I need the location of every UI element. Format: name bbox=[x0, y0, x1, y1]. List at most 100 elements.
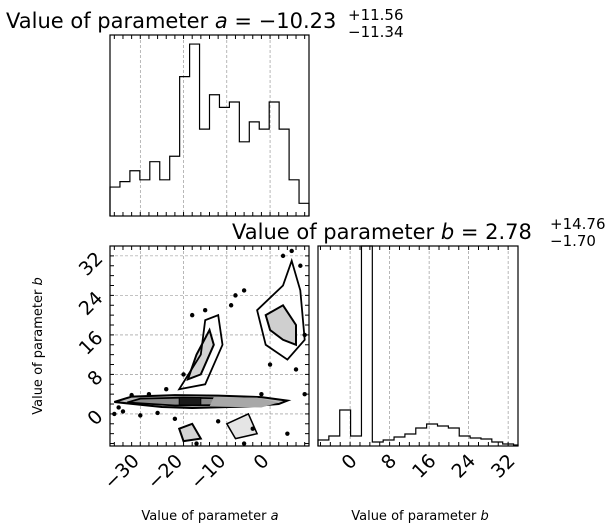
hist-b bbox=[317, 245, 519, 446]
y-tick-label-b-0: 0 bbox=[83, 406, 107, 430]
sample-point-6 bbox=[164, 387, 169, 392]
hist-b-bin-9 bbox=[416, 428, 427, 446]
contour-upper-right bbox=[264, 303, 297, 347]
x-tick-label-b-1: 8 bbox=[377, 450, 401, 474]
x-tick-label-a-0: −30 bbox=[100, 450, 144, 494]
sample-point-1 bbox=[120, 409, 126, 414]
hist-a bbox=[109, 43, 310, 216]
hist-a-bin-1 bbox=[120, 182, 130, 216]
sample-point-24 bbox=[302, 391, 307, 397]
hist-b-bin-4 bbox=[361, 246, 372, 446]
title-b-eq: = 2.78 bbox=[454, 220, 532, 244]
sample-point-3 bbox=[155, 410, 160, 416]
hist-a-bin-8 bbox=[190, 44, 200, 216]
sample-point-4 bbox=[172, 416, 178, 422]
y-axis-label-b: Value of parameter b bbox=[31, 277, 46, 415]
hist-a-bin-4 bbox=[150, 162, 160, 216]
title-b-sup: +14.76 bbox=[550, 215, 606, 233]
sample-point-19 bbox=[259, 391, 264, 397]
sample-point-12 bbox=[241, 288, 247, 293]
contour-band-shade-right bbox=[209, 397, 279, 408]
y-tick-label-b-3: 24 bbox=[75, 287, 108, 320]
hist-a-bin-5 bbox=[160, 180, 170, 216]
x-axis-label-a-text: Value of parameter bbox=[141, 509, 270, 524]
contour-upper-right-outer bbox=[256, 257, 306, 361]
title-a-sup-span: +11.56 bbox=[348, 6, 404, 24]
hist-a-bin-19 bbox=[299, 203, 309, 216]
title-b-sup-span: +14.76 bbox=[550, 215, 606, 233]
sample-point-8 bbox=[189, 312, 195, 318]
title-a-subscript: −11.34 bbox=[348, 23, 404, 41]
sample-point-18 bbox=[267, 362, 273, 367]
hist-a-bin-0 bbox=[110, 187, 120, 216]
panel-a-frame bbox=[109, 34, 310, 217]
x-tick-label-b-4: 32 bbox=[487, 450, 520, 483]
x-axis-label-b-text: Value of parameter bbox=[351, 509, 480, 524]
hist-b-bin-15 bbox=[481, 439, 492, 446]
title-a-var: a bbox=[215, 9, 228, 33]
hist-a-bin-6 bbox=[170, 156, 180, 216]
hist-a-bin-10 bbox=[210, 95, 220, 216]
x-tick-label-a-1: −20 bbox=[143, 450, 187, 494]
panel-b-frame bbox=[317, 245, 519, 447]
sample-point-13 bbox=[280, 253, 286, 259]
hist-a-bin-7 bbox=[180, 77, 190, 216]
sample-point-20 bbox=[250, 426, 255, 431]
title-b-sub-span: −1.70 bbox=[550, 232, 596, 250]
sample-point-9 bbox=[202, 307, 208, 313]
hist-b-bin-6 bbox=[383, 440, 394, 446]
hist-a-bin-17 bbox=[279, 129, 289, 216]
x-axis-label-a: Value of parameter a bbox=[141, 509, 278, 524]
title-b-var: b bbox=[441, 220, 454, 244]
title-b: Value of parameter b = 2.78 bbox=[232, 220, 532, 244]
x-axis-label-b: Value of parameter b bbox=[351, 509, 489, 524]
contour-lower bbox=[177, 422, 203, 443]
sample-point-0 bbox=[112, 411, 117, 417]
hist-b-bin-0 bbox=[318, 440, 329, 446]
y-tick-label-b-1: 8 bbox=[83, 366, 107, 390]
x-tick-label-a-2: −10 bbox=[186, 450, 230, 494]
hist-b-bin-5 bbox=[372, 442, 383, 446]
x-tick-label-b-3: 24 bbox=[447, 450, 480, 483]
hist-b-bin-2 bbox=[340, 410, 351, 446]
hist-b-bin-16 bbox=[492, 442, 503, 446]
x-tick-label-b-2: 16 bbox=[408, 450, 441, 483]
x-axis-label-b-var: b bbox=[481, 509, 489, 524]
panel-joint-frame bbox=[109, 245, 310, 447]
hist-a-bin-2 bbox=[130, 171, 140, 216]
hist-a-bin-18 bbox=[289, 180, 299, 216]
title-a: Value of parameter a = −10.23 bbox=[6, 9, 336, 33]
sample-point-23 bbox=[285, 431, 290, 436]
contour-lower-right bbox=[225, 412, 259, 440]
hist-a-bin-12 bbox=[229, 102, 239, 216]
y-axis-label-b-var: b bbox=[31, 277, 46, 285]
hist-a-bin-13 bbox=[239, 142, 249, 216]
sample-point-11 bbox=[233, 293, 238, 298]
title-a-sub-span: −11.34 bbox=[348, 23, 404, 41]
title-b-subscript: −1.70 bbox=[550, 232, 596, 250]
sample-point-14 bbox=[289, 248, 294, 254]
hist-b-bin-12 bbox=[448, 428, 459, 446]
y-tick-label-b-4: 32 bbox=[75, 248, 108, 281]
hist-b-bin-8 bbox=[405, 434, 416, 446]
sample-point-25 bbox=[146, 391, 152, 397]
sample-point-2 bbox=[138, 413, 143, 418]
hist-a-bin-16 bbox=[269, 102, 279, 216]
title-b-main: Value of parameter bbox=[232, 220, 441, 244]
hist-b-bin-14 bbox=[470, 438, 481, 446]
sample-point-5 bbox=[215, 419, 221, 424]
y-tick-label-b-2: 16 bbox=[75, 327, 108, 360]
sample-point-17 bbox=[293, 367, 299, 372]
sample-point-27 bbox=[116, 405, 121, 410]
contour-upper-left-outer bbox=[177, 313, 224, 391]
hist-a-bin-15 bbox=[259, 129, 269, 216]
sample-point-16 bbox=[302, 332, 307, 338]
sample-point-15 bbox=[298, 263, 303, 268]
title-a-main: Value of parameter bbox=[6, 9, 215, 33]
x-tick-label-b-0: 0 bbox=[338, 450, 362, 474]
contour-group bbox=[112, 248, 307, 446]
hist-b-bin-10 bbox=[427, 424, 438, 446]
sample-point-10 bbox=[228, 303, 234, 308]
title-a-sup: +11.56 bbox=[348, 6, 404, 24]
hist-a-bin-3 bbox=[140, 180, 150, 216]
